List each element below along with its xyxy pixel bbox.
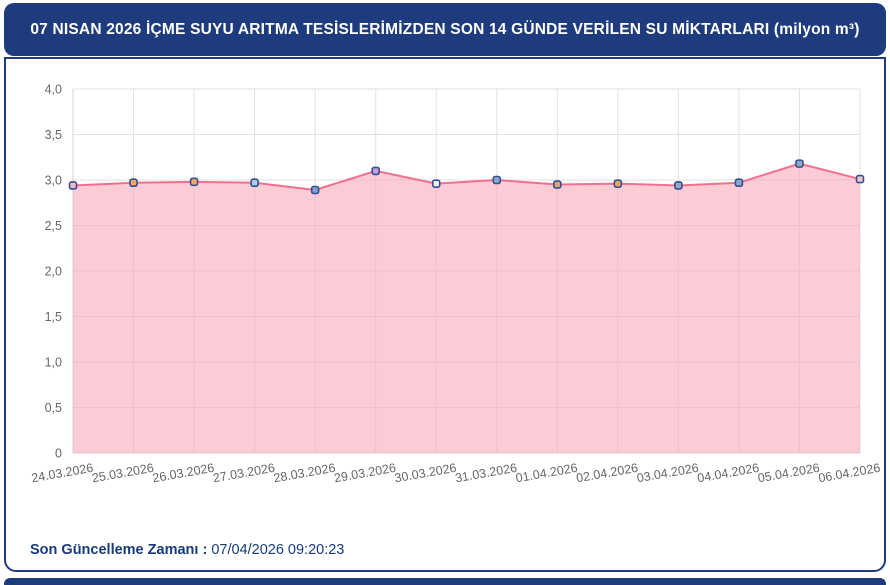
last-update: Son Güncelleme Zamanı : 07/04/2026 09:20… [30, 542, 344, 558]
title-bar: 07 NISAN 2026 İÇME SUYU ARITMA TESİSLERİ… [4, 3, 886, 56]
bottom-bar [4, 578, 886, 585]
last-update-value: 07/04/2026 09:20:23 [211, 542, 345, 558]
last-update-separator: : [198, 542, 212, 558]
last-update-label: Son Güncelleme Zamanı [30, 542, 199, 558]
chart-card: Son Güncelleme Zamanı : 07/04/2026 09:20… [4, 57, 886, 572]
page-title: 07 NISAN 2026 İÇME SUYU ARITMA TESİSLERİ… [30, 20, 860, 38]
